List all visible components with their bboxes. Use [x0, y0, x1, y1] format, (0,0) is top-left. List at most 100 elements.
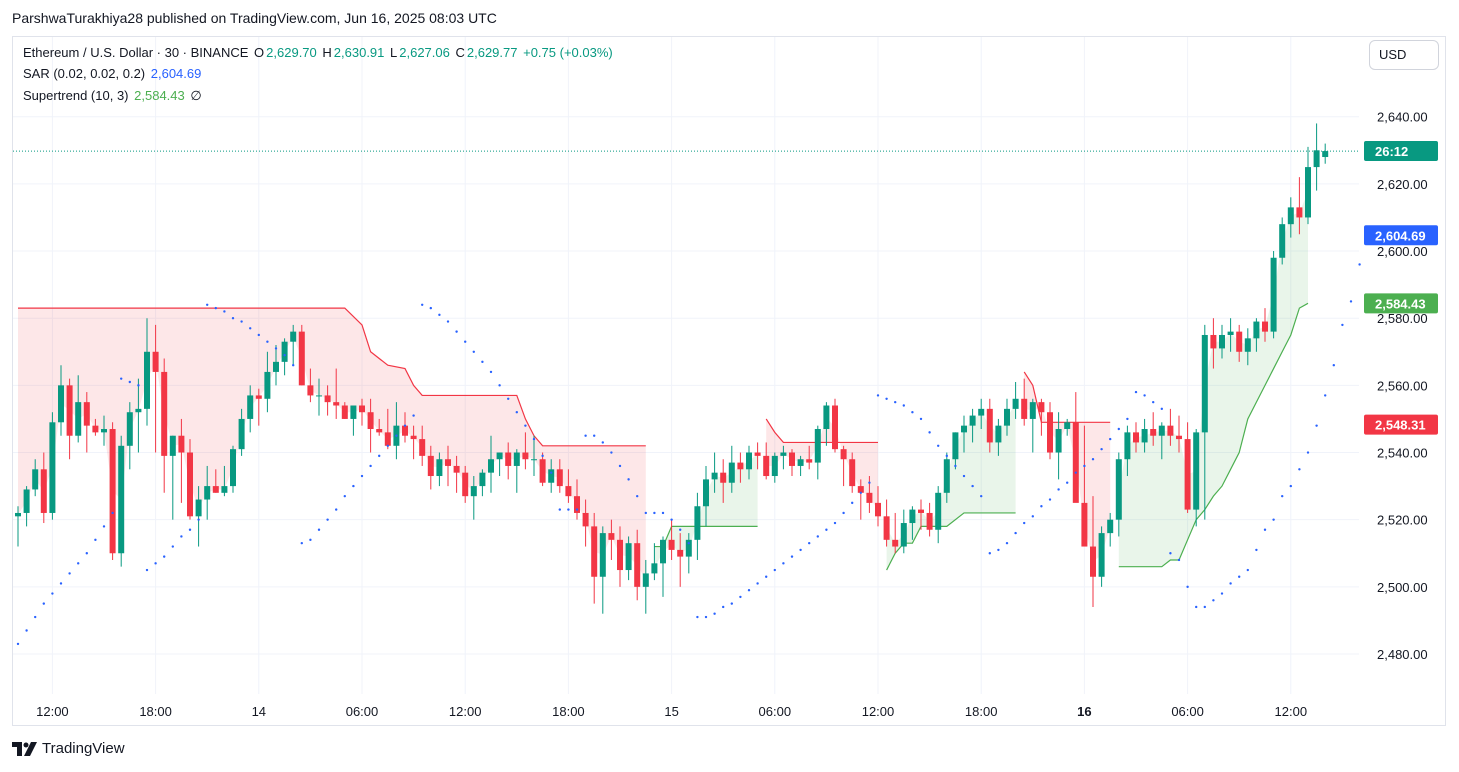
legend-low-label: L: [390, 45, 398, 60]
candle-body: [1133, 432, 1139, 443]
candle-body: [849, 459, 856, 487]
price-label-bg: [1364, 293, 1438, 314]
candle-body: [986, 408, 993, 443]
supertrend-down-fill: [18, 308, 646, 581]
x-tick-label: 15: [664, 704, 678, 719]
sar-dot: [51, 592, 54, 595]
candle-body: [582, 512, 589, 527]
candle-body: [1029, 402, 1036, 419]
candle-body: [419, 439, 426, 456]
candle-body: [625, 543, 632, 571]
supertrend-down-fill: [1024, 371, 1111, 562]
candle-body: [32, 469, 39, 490]
candle-body: [40, 469, 47, 513]
candle-body: [1270, 257, 1277, 332]
candle-body: [23, 489, 30, 513]
sar-dot: [1005, 541, 1009, 545]
sar-dot: [1031, 515, 1035, 518]
candle-body: [341, 405, 348, 419]
candle-body: [1193, 432, 1200, 510]
candle-body: [333, 402, 340, 406]
sar-dot: [1289, 484, 1293, 488]
sar-dot: [644, 511, 647, 515]
candle-body: [135, 408, 142, 413]
candle-body: [531, 459, 537, 461]
candle-body: [1141, 429, 1148, 443]
sar-dot: [472, 350, 475, 353]
candle-body: [1004, 408, 1010, 426]
sar-dot: [1100, 447, 1103, 451]
x-tick-label: 12:00: [36, 704, 69, 719]
sar-dot: [1186, 585, 1189, 589]
publish-line: ParshwaTurakhiya28 published on TradingV…: [12, 10, 497, 26]
sar-dot: [438, 313, 441, 317]
y-tick-label: 2,560.00: [1377, 378, 1428, 393]
sar-dot: [894, 400, 897, 404]
sar-dot: [687, 541, 690, 545]
sar-dot: [1229, 582, 1232, 585]
sar-dot: [326, 518, 329, 521]
candle-body: [556, 469, 563, 487]
currency-button[interactable]: USD: [1369, 40, 1439, 70]
legend-sar-value: 2,604.69: [150, 66, 202, 81]
candle-body: [479, 472, 486, 487]
candle-body: [857, 486, 864, 493]
sar-dot: [1160, 407, 1164, 411]
candle-body: [1305, 167, 1311, 218]
sar-dot: [1143, 394, 1146, 397]
price-label-bg: [1364, 140, 1438, 161]
candle-body: [840, 449, 847, 460]
sar-dot: [137, 384, 140, 387]
sar-dot: [911, 411, 914, 414]
candle-body: [746, 452, 752, 470]
candle-body: [161, 371, 168, 456]
tradingview-brand[interactable]: TradingView: [12, 740, 125, 757]
candle-body: [780, 452, 787, 456]
candle-body: [1184, 439, 1191, 510]
sar-dot: [988, 552, 991, 555]
sar-dot: [515, 411, 518, 414]
candle-body: [1313, 150, 1320, 168]
legend-supertrend-extra: ∅: [190, 88, 202, 103]
sar-dot: [1298, 468, 1301, 471]
candle-body: [875, 502, 881, 517]
sar-dot: [128, 380, 131, 384]
candle-body: [823, 405, 830, 430]
chart-frame[interactable]: [12, 36, 1446, 726]
legend-supertrend[interactable]: Supertrend (10, 3) 2,584.43 ∅: [23, 88, 204, 104]
sar-dot: [145, 568, 149, 572]
candle-body: [900, 523, 907, 547]
sar-dot: [59, 582, 63, 585]
sar-dot: [455, 330, 458, 333]
candle-body: [703, 479, 709, 507]
price-label-text: 2,584.43: [1375, 296, 1426, 311]
sar-dot: [249, 327, 252, 330]
sar-dot: [1238, 575, 1241, 578]
candle-body: [935, 492, 942, 530]
x-tick-label: 12:00: [449, 704, 482, 719]
legend-sar[interactable]: SAR (0.02, 0.02, 0.2) 2,604.69: [23, 66, 203, 81]
candle-body: [1124, 432, 1131, 460]
sar-dot: [464, 340, 467, 343]
y-tick-label: 2,620.00: [1377, 177, 1428, 192]
x-tick-label: 12:00: [1275, 704, 1308, 719]
candle-body: [255, 395, 262, 399]
sar-dot: [1263, 528, 1267, 531]
legend-symbol[interactable]: Ethereum / U.S. Dollar · 30 · BINANCE: [23, 45, 249, 60]
sar-dot: [842, 511, 845, 515]
candle-body: [496, 452, 503, 460]
candle-body: [101, 429, 107, 433]
candle-body: [66, 385, 73, 436]
candle-body: [212, 486, 219, 493]
sar-dot: [352, 484, 355, 488]
candle-body: [359, 405, 365, 413]
sar-dot: [1169, 552, 1172, 555]
y-tick-label: 2,600.00: [1377, 244, 1428, 259]
candle-body: [926, 512, 933, 530]
candle-body: [238, 418, 245, 450]
sar-dot: [335, 508, 338, 511]
sar-dot: [790, 555, 794, 558]
candle-body: [1098, 533, 1105, 577]
sar-dot: [154, 562, 157, 565]
